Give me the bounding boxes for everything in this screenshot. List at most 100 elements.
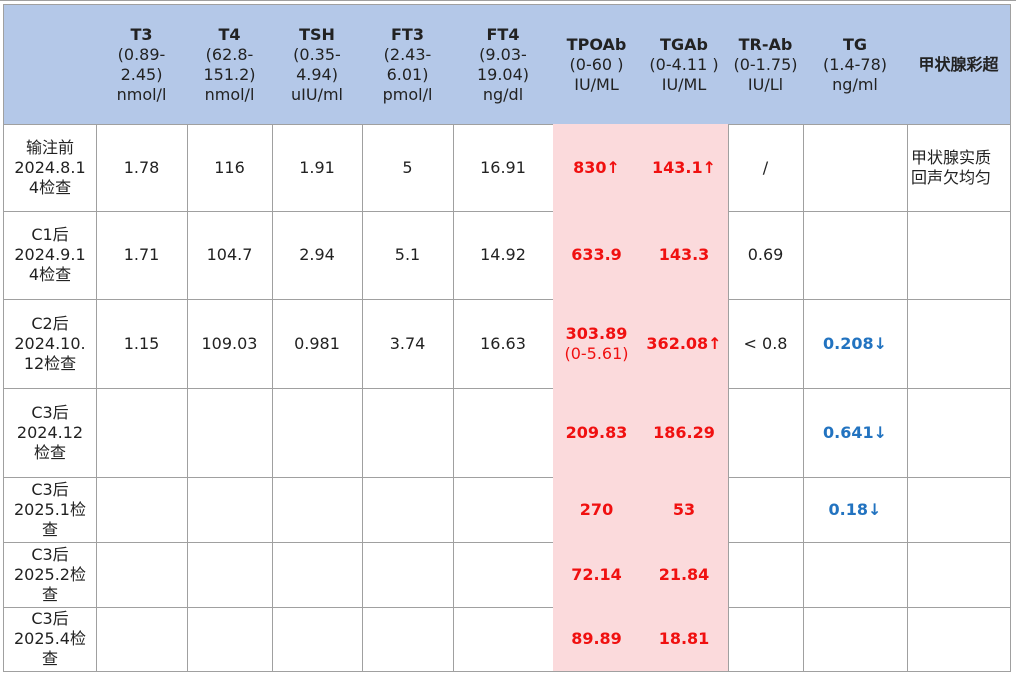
header-cell: T3 (0.89- 2.45) nmol/l — [96, 4, 188, 125]
header-cell: FT3 (2.43- 6.01) pmol/l — [362, 4, 454, 125]
cell-text: 4.94) — [296, 64, 338, 84]
cell-text: C3后 — [31, 609, 69, 628]
cell-text: 甲状腺彩超 — [918, 54, 999, 74]
row-label: C3后 2024.12 检查 — [3, 388, 97, 478]
cell-text: 143.1↑ — [651, 157, 716, 177]
cell-text: 21.84 — [658, 564, 710, 584]
data-cell — [187, 388, 273, 478]
row-label: C2后 2024.10. 12检查 — [3, 299, 97, 389]
cell-text: 830↑ — [573, 157, 620, 177]
cell-text: (0-4.11 ) — [649, 54, 719, 74]
data-cell: 116 — [187, 124, 273, 212]
data-cell — [907, 388, 1011, 478]
cell-text: TPOAb — [566, 34, 627, 54]
cell-text: C1后 — [31, 225, 69, 244]
data-cell: 303.89 (0-5.61) — [553, 299, 641, 389]
cell-text: 104.7 — [206, 245, 253, 264]
cell-text: C3后 — [31, 402, 69, 422]
data-cell: < 0.8 — [728, 299, 804, 389]
data-cell: 104.7 — [187, 211, 273, 300]
cell-text: T4 — [218, 24, 241, 44]
cell-text: FT4 — [486, 24, 520, 44]
cell-text: 303.89 — [565, 323, 628, 343]
data-cell: 362.08↑ — [640, 299, 729, 389]
cell-text: 633.9 — [571, 245, 622, 264]
cell-text: 2024.12 — [16, 422, 84, 442]
cell-text: 查 — [41, 519, 58, 539]
data-cell — [272, 388, 363, 478]
cell-text: 3.74 — [389, 333, 426, 353]
data-cell — [96, 388, 188, 478]
data-cell: 0.208↓ — [803, 299, 908, 389]
data-cell — [272, 607, 363, 672]
cell-text: 186.29 — [653, 422, 715, 442]
cell-text: uIU/ml — [291, 84, 343, 104]
cell-text: 14.92 — [480, 245, 526, 264]
header-cell: TG (1.4-78) ng/ml — [803, 4, 908, 125]
cell-text: 362.08↑ — [646, 333, 722, 353]
data-cell — [453, 477, 554, 543]
data-cell: 1.91 — [272, 124, 363, 212]
data-cell — [803, 124, 908, 212]
cell-text: 2.94 — [299, 245, 335, 264]
data-cell — [362, 477, 454, 543]
cell-text: 1.15 — [123, 333, 160, 353]
cell-text: 1.71 — [123, 245, 160, 264]
data-cell: 143.3 — [640, 211, 729, 300]
data-cell — [187, 607, 273, 672]
cell-text: 89.89 — [571, 629, 622, 648]
cell-text: 6.01) — [386, 64, 429, 84]
cell-text: 0.641↓ — [822, 422, 887, 442]
row-label: C3后 2025.2检查 — [3, 542, 97, 608]
cell-text: ng/dl — [482, 84, 524, 104]
row-label: C1后 2024.9.1 4检查 — [3, 211, 97, 300]
cell-text: C3后 — [31, 479, 69, 499]
cell-text: TGAb — [660, 34, 708, 54]
cell-text: (0-60 ) — [569, 54, 624, 74]
data-cell: 89.89 — [553, 607, 641, 672]
data-cell — [362, 607, 454, 672]
cell-text: 53 — [672, 499, 696, 519]
data-cell — [187, 477, 273, 543]
cell-text: pmol/l — [382, 84, 433, 104]
header-cell: TPOAb (0-60 ) IU/ML — [553, 4, 641, 125]
cell-text: 2024.8.1 — [14, 157, 86, 177]
cell-text: (2.43- — [383, 44, 432, 64]
cell-text: 270 — [579, 499, 614, 519]
data-cell — [453, 607, 554, 672]
data-cell: 0.641↓ — [803, 388, 908, 478]
data-cell — [907, 542, 1011, 608]
header-cell: T4 (62.8- 151.2) nmol/l — [187, 4, 273, 125]
cell-text: C3后 — [31, 544, 69, 564]
data-cell: 甲状腺实质 回声欠均匀 — [907, 124, 1011, 212]
data-cell: 270 — [553, 477, 641, 543]
cell-text: < 0.8 — [743, 333, 788, 353]
data-cell: 14.92 — [453, 211, 554, 300]
data-cell — [907, 607, 1011, 672]
cell-text: 0.18↓ — [828, 499, 882, 519]
row-label: 输注前 2024.8.1 4检查 — [3, 124, 97, 212]
cell-text: TR-Ab — [738, 34, 793, 54]
header-cell: TSH (0.35- 4.94) uIU/ml — [272, 4, 363, 125]
cell-text: IU/ML — [661, 74, 707, 94]
cell-text: 查 — [41, 649, 58, 668]
cell-text: TSH — [299, 24, 335, 44]
cell-text: (62.8- — [205, 44, 254, 64]
cell-text: 1.78 — [123, 157, 160, 177]
data-cell: 72.14 — [553, 542, 641, 608]
data-cell — [96, 607, 188, 672]
cell-text: / — [762, 157, 769, 177]
cell-text: 输注前 — [25, 137, 74, 157]
cell-text: IU/Ll — [747, 74, 784, 94]
data-cell — [728, 477, 804, 543]
data-cell — [728, 388, 804, 478]
cell-text: 19.04) — [476, 64, 530, 84]
cell-text: 18.81 — [658, 629, 710, 648]
data-cell — [907, 211, 1011, 300]
data-cell: 143.1↑ — [640, 124, 729, 212]
cell-text: 检查 — [33, 442, 66, 462]
data-cell: 109.03 — [187, 299, 273, 389]
cell-text: TG — [842, 34, 868, 54]
data-cell: 186.29 — [640, 388, 729, 478]
